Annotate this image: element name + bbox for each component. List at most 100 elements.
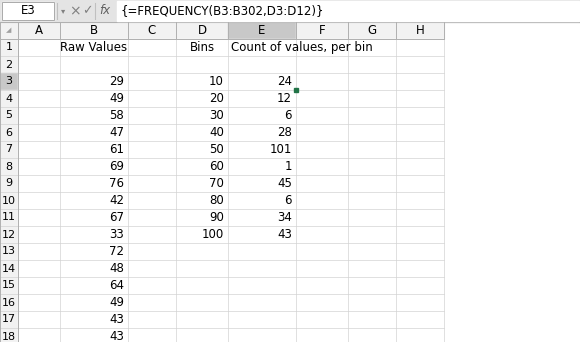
Bar xyxy=(396,209,444,226)
Bar xyxy=(348,22,396,39)
Bar xyxy=(60,311,128,328)
Bar xyxy=(0,107,18,124)
Text: 64: 64 xyxy=(109,279,124,292)
Bar xyxy=(60,277,128,294)
Text: 40: 40 xyxy=(209,126,224,139)
Bar xyxy=(348,73,396,90)
Bar xyxy=(176,175,228,192)
Bar xyxy=(228,294,296,311)
Bar xyxy=(296,73,348,90)
Bar xyxy=(296,141,348,158)
Bar xyxy=(296,294,348,311)
Text: E: E xyxy=(258,24,266,37)
Bar xyxy=(2,2,54,20)
Text: 101: 101 xyxy=(270,143,292,156)
Text: 13: 13 xyxy=(2,247,16,256)
Bar xyxy=(396,192,444,209)
Bar xyxy=(60,175,128,192)
Bar xyxy=(396,124,444,141)
Bar xyxy=(128,141,176,158)
Bar xyxy=(60,107,128,124)
Bar xyxy=(348,328,396,342)
Text: 28: 28 xyxy=(277,126,292,139)
Bar xyxy=(0,311,18,328)
Bar xyxy=(128,192,176,209)
Text: 69: 69 xyxy=(109,160,124,173)
Bar xyxy=(296,56,348,73)
Bar xyxy=(176,141,228,158)
Bar xyxy=(296,192,348,209)
Bar xyxy=(296,175,348,192)
Bar xyxy=(18,124,60,141)
Text: C: C xyxy=(148,24,156,37)
Text: 10: 10 xyxy=(209,75,224,88)
Bar xyxy=(0,260,18,277)
Text: ▾: ▾ xyxy=(61,6,65,15)
Bar xyxy=(228,141,296,158)
Bar xyxy=(396,158,444,175)
Bar xyxy=(396,277,444,294)
Bar xyxy=(228,243,296,260)
Bar xyxy=(296,90,348,107)
Text: 9: 9 xyxy=(5,179,13,188)
Bar xyxy=(60,56,128,73)
Bar xyxy=(60,192,128,209)
Bar xyxy=(176,192,228,209)
Bar xyxy=(176,243,228,260)
Bar xyxy=(128,277,176,294)
Bar xyxy=(348,175,396,192)
Bar xyxy=(128,107,176,124)
Bar xyxy=(128,90,176,107)
Bar xyxy=(128,209,176,226)
Bar xyxy=(60,226,128,243)
Text: 72: 72 xyxy=(109,245,124,258)
Bar xyxy=(296,209,348,226)
Bar xyxy=(128,311,176,328)
Bar xyxy=(60,141,128,158)
Text: 29: 29 xyxy=(109,75,124,88)
Bar xyxy=(18,328,60,342)
Bar xyxy=(228,192,296,209)
Bar xyxy=(128,56,176,73)
Bar xyxy=(18,22,60,39)
Bar xyxy=(18,260,60,277)
Bar xyxy=(396,56,444,73)
Bar xyxy=(0,73,18,90)
Bar xyxy=(60,158,128,175)
Bar xyxy=(228,277,296,294)
Bar xyxy=(396,39,444,56)
Text: 43: 43 xyxy=(109,330,124,342)
Bar xyxy=(348,158,396,175)
Bar xyxy=(18,192,60,209)
Bar xyxy=(128,175,176,192)
Bar xyxy=(60,294,128,311)
Bar xyxy=(176,311,228,328)
Bar xyxy=(18,90,60,107)
Text: 33: 33 xyxy=(109,228,124,241)
Bar xyxy=(228,90,296,107)
Bar xyxy=(228,22,296,39)
Bar xyxy=(117,1,579,21)
Bar xyxy=(348,124,396,141)
Bar xyxy=(18,294,60,311)
Text: ✓: ✓ xyxy=(82,4,92,17)
Bar xyxy=(0,22,18,39)
Bar xyxy=(176,22,228,39)
Text: 18: 18 xyxy=(2,331,16,342)
Bar xyxy=(128,124,176,141)
Bar xyxy=(396,243,444,260)
Text: 15: 15 xyxy=(2,280,16,290)
Bar xyxy=(228,107,296,124)
Text: 6: 6 xyxy=(5,128,13,137)
Bar xyxy=(228,328,296,342)
Text: Bins: Bins xyxy=(190,41,215,54)
Bar xyxy=(228,73,296,90)
Bar xyxy=(296,39,348,56)
Bar xyxy=(60,22,128,39)
Text: 43: 43 xyxy=(109,313,124,326)
Bar xyxy=(60,124,128,141)
Bar xyxy=(0,0,580,22)
Text: 5: 5 xyxy=(5,110,13,120)
Bar xyxy=(228,311,296,328)
Bar xyxy=(396,226,444,243)
